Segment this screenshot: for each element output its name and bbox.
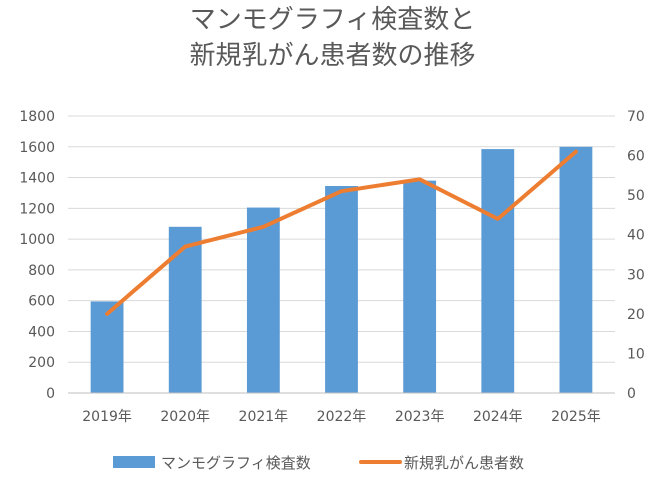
legend-label-line: 新規乳がん患者数 <box>404 454 524 472</box>
x-tick-label: 2019年 <box>82 409 132 425</box>
y-left-tick-label: 1400 <box>19 171 55 187</box>
chart-title-line-1: マンモグラフィ検査数と <box>189 5 476 35</box>
y-left-tick-label: 200 <box>28 355 55 371</box>
y-left-tick-label: 0 <box>46 386 55 402</box>
y-left-tick-label: 1600 <box>19 140 55 156</box>
y-left-tick-label: 1200 <box>19 201 55 217</box>
bar-series-mammography <box>90 146 593 393</box>
x-tick-label: 2024年 <box>473 409 523 425</box>
y-left-tick-label: 1800 <box>19 109 55 125</box>
legend-label-bar: マンモグラフィ検査数 <box>161 454 311 472</box>
x-tick-label: 2021年 <box>239 409 289 425</box>
bar <box>325 186 358 393</box>
y-right-tick-label: 40 <box>627 228 645 244</box>
bar <box>481 149 515 393</box>
y-right-tick-label: 10 <box>627 346 645 362</box>
y-left-tick-label: 600 <box>28 294 55 310</box>
line-series-new-cases <box>105 149 578 316</box>
y-right-tick-label: 20 <box>627 307 645 323</box>
y-right-tick-label: 50 <box>627 188 645 204</box>
x-tick-label: 2023年 <box>395 409 445 425</box>
y-right-tick-label: 0 <box>627 386 636 402</box>
bar <box>90 301 124 393</box>
x-tick-label: 2020年 <box>160 409 210 425</box>
y-right-tick-label: 30 <box>627 267 645 283</box>
axes: 0 200 400 600 800 1000 1200 1400 1600 1800 0 10 20 30… <box>19 109 644 425</box>
y-left-tick-label: 400 <box>28 324 55 340</box>
chart-title-line-2: 新規乳がん患者数の推移 <box>189 41 476 71</box>
x-tick-label: 2025年 <box>551 409 601 425</box>
y-left-tick-label: 800 <box>28 263 55 279</box>
y-right-tick-label: 70 <box>627 109 645 125</box>
bar <box>168 226 202 393</box>
legend: マンモグラフィ検査数 新規乳がん患者数 <box>113 454 524 472</box>
bar <box>246 207 280 393</box>
y-left-tick-label: 1000 <box>19 232 55 248</box>
x-tick-label: 2022年 <box>317 409 367 425</box>
y-right-tick-label: 60 <box>627 149 645 165</box>
bar <box>403 180 437 393</box>
bar <box>559 146 593 393</box>
legend-swatch-bar <box>113 456 155 468</box>
